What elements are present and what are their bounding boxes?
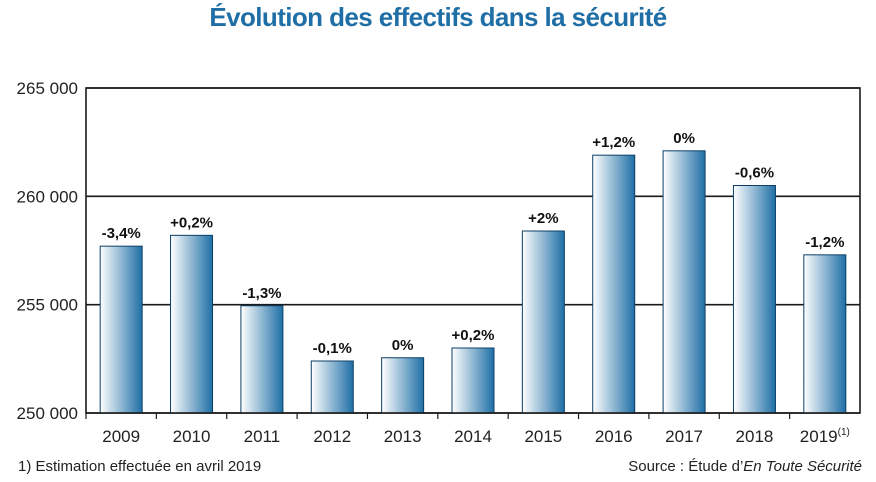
x-tick-label-text: 2012	[313, 427, 351, 446]
bar	[803, 254, 847, 414]
footnote: 1) Estimation effectuée en avril 2019	[18, 458, 262, 475]
y-tick-label: 255 000	[17, 296, 78, 315]
x-tick-label-superscript: (1)	[838, 427, 850, 438]
bar	[99, 245, 143, 414]
x-tick-label-text: 2018	[736, 427, 774, 446]
source-publication: En Toute Sécurité	[743, 458, 862, 475]
data-label: +2%	[528, 210, 558, 227]
plot-frame	[85, 87, 861, 414]
data-label: +1,2%	[592, 134, 635, 151]
x-tick-label-text: 2013	[384, 427, 422, 446]
x-tick-label: 2012	[313, 427, 351, 446]
x-tick-label: 2010	[173, 427, 211, 446]
data-label: -1,3%	[242, 285, 281, 302]
x-tick-label: 2019(1)	[800, 427, 850, 446]
bar	[240, 305, 284, 414]
x-tick-label: 2017	[665, 427, 703, 446]
data-label: -0,1%	[313, 340, 352, 357]
x-tick-label: 2015	[524, 427, 562, 446]
bar	[592, 154, 636, 414]
x-tick-label: 2016	[595, 427, 633, 446]
x-tick-label-text: 2017	[665, 427, 703, 446]
data-label: +0,2%	[170, 214, 213, 231]
bar-chart: -3,4% +0,2% -1,3% -0,1% 0% +0,2% +2% +1,2% 0% -0,…	[17, 79, 861, 446]
x-tick-label-text: 2019	[800, 427, 838, 446]
x-tick-label: 2018	[736, 427, 774, 446]
y-tick-label: 260 000	[17, 187, 78, 206]
data-label: 0%	[392, 337, 414, 354]
bar	[170, 234, 214, 414]
bar	[381, 357, 425, 414]
source-prefix: Source : Étude d’	[628, 458, 744, 475]
x-tick-label-text: 2015	[524, 427, 562, 446]
y-tick-label: 265 000	[17, 79, 78, 98]
x-tick-label-text: 2010	[173, 427, 211, 446]
bar	[732, 185, 776, 414]
data-label: -0,6%	[735, 165, 774, 182]
x-tick-label-text: 2014	[454, 427, 492, 446]
data-label: -3,4%	[102, 225, 141, 242]
x-tick-label-text: 2011	[244, 427, 281, 446]
bar	[451, 347, 495, 414]
x-tick-label-text: 2009	[102, 427, 140, 446]
data-label: -1,2%	[805, 234, 844, 251]
chart-title: Évolution des effectifs dans la sécurité	[209, 2, 667, 32]
bar	[521, 230, 565, 414]
bar	[662, 150, 706, 414]
y-tick-label: 250 000	[17, 404, 78, 423]
source-note: Source : Étude d’En Toute Sécurité	[628, 458, 862, 475]
x-tick-label: 2014	[454, 427, 492, 446]
data-label: 0%	[673, 130, 695, 147]
x-tick-label: 2011	[244, 427, 281, 446]
data-label: +0,2%	[452, 327, 495, 344]
x-tick-label: 2013	[384, 427, 422, 446]
bar	[310, 360, 354, 414]
x-tick-label-text: 2016	[595, 427, 633, 446]
x-tick-label: 2009	[102, 427, 140, 446]
